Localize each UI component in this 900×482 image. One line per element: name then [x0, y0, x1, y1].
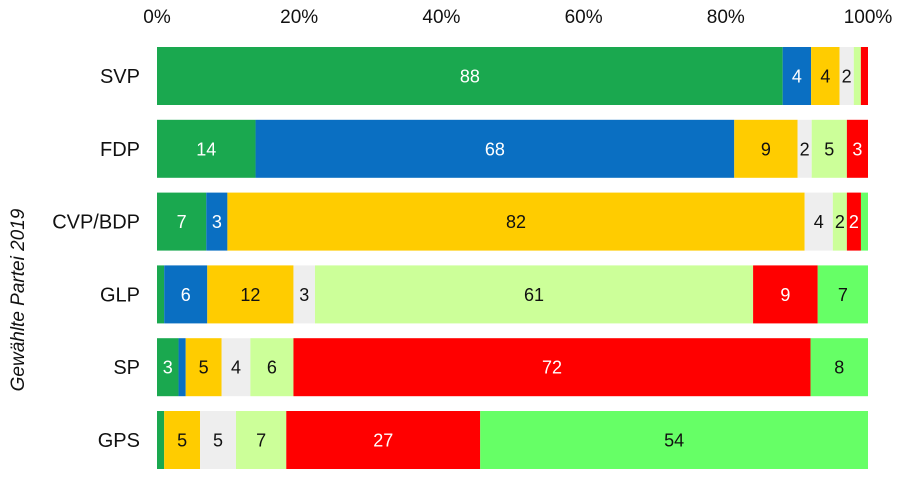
- bar-segment: [480, 411, 868, 469]
- bar-segment: [811, 119, 847, 178]
- bar-segment: [227, 192, 805, 251]
- bar-segment: [164, 265, 208, 324]
- bar-segment: [221, 338, 251, 397]
- bar-row: 5 5 7 27 54: [157, 411, 868, 469]
- bar-segment: [797, 119, 812, 178]
- bar-segment: [817, 265, 868, 324]
- bar-segment: [839, 47, 854, 105]
- bar-segment: [810, 338, 868, 397]
- category-label: FDP: [100, 139, 140, 161]
- bar-segment: [200, 411, 236, 469]
- x-tick-label: 100%: [844, 7, 893, 28]
- data-label: 5: [199, 358, 209, 378]
- bar-segment: [753, 265, 818, 324]
- data-label: 9: [761, 139, 771, 159]
- bar-segment: [157, 47, 783, 105]
- bar-row: 14 68 9 2 5 3: [157, 119, 868, 178]
- bar-segment: [846, 192, 861, 251]
- bar-segment: [846, 119, 868, 178]
- data-label: 3: [212, 212, 222, 232]
- data-label: 68: [485, 139, 505, 159]
- bar-segment: [811, 47, 840, 105]
- y-axis-label: Gewählte Partei 2019: [8, 208, 29, 391]
- data-label: 54: [664, 431, 684, 451]
- data-label: 5: [177, 431, 187, 451]
- bar-segment: [293, 265, 315, 324]
- data-label: 88: [460, 67, 480, 87]
- data-label: 7: [838, 285, 848, 305]
- data-label: 5: [824, 139, 834, 159]
- bar-segment: [860, 192, 868, 251]
- bar-segment: [206, 192, 228, 251]
- bar-row: 3 5 4 6 72 8: [157, 338, 868, 397]
- bar-segment: [853, 47, 861, 105]
- data-label: 6: [181, 285, 191, 305]
- bars: 88 4 4 214 68 9 2 5 37 3 82 4 2 26 12 3 61 9 73 5 4 6 72 85 5 7 27…: [157, 47, 868, 469]
- x-tick-label: 60%: [565, 7, 603, 28]
- bar-segment: [286, 411, 481, 469]
- data-label: 2: [842, 67, 852, 87]
- data-label: 6: [267, 358, 277, 378]
- data-label: 2: [849, 212, 859, 232]
- x-tick-label: 80%: [707, 7, 745, 28]
- data-label: 4: [820, 67, 830, 87]
- bar-segment: [185, 338, 222, 397]
- data-label: 9: [780, 285, 790, 305]
- bar-segment: [157, 119, 256, 178]
- category-labels: SVP FDP CVP/BDP GLP SP GPS: [52, 66, 140, 452]
- data-label: 82: [506, 212, 526, 232]
- bar-segment: [860, 47, 868, 105]
- data-label: 3: [299, 285, 309, 305]
- data-label: 8: [834, 358, 844, 378]
- bar-segment: [255, 119, 735, 178]
- data-label: 7: [177, 212, 187, 232]
- data-label: 3: [852, 139, 862, 159]
- bar-segment: [178, 338, 186, 397]
- bar-segment: [157, 411, 165, 469]
- bar-segment: [782, 47, 812, 105]
- data-label: 4: [814, 212, 824, 232]
- bar-row: 88 4 4 2: [157, 47, 868, 105]
- x-tick-label: 40%: [422, 7, 460, 28]
- data-label: 61: [524, 285, 544, 305]
- bar-segment: [250, 338, 294, 397]
- bar-segment: [207, 265, 294, 324]
- bar-segment: [315, 265, 754, 324]
- data-label: 27: [373, 431, 393, 451]
- bar-row: 6 12 3 61 9 7: [157, 265, 868, 324]
- category-label: SVP: [100, 66, 140, 88]
- x-tick-label: 20%: [280, 7, 318, 28]
- data-label: 7: [256, 431, 266, 451]
- data-label: 2: [800, 139, 810, 159]
- data-label: 4: [231, 358, 241, 378]
- category-label: GPS: [98, 430, 140, 452]
- data-label: 72: [542, 358, 562, 378]
- x-tick-label: 0%: [143, 7, 171, 28]
- bar-segment: [157, 338, 179, 397]
- bar-segment: [236, 411, 287, 469]
- category-label: SP: [113, 357, 140, 379]
- bar-segment: [832, 192, 847, 251]
- bar-segment: [734, 119, 798, 178]
- data-label: 5: [213, 431, 223, 451]
- bar-segment: [804, 192, 833, 251]
- x-tick-labels: 0% 20% 40% 60% 80% 100%: [143, 7, 892, 28]
- bar-row: 7 3 82 4 2 2: [157, 192, 868, 251]
- bar-segment: [157, 192, 207, 251]
- category-label: GLP: [100, 284, 140, 306]
- category-label: CVP/BDP: [52, 212, 140, 234]
- data-label: 4: [792, 67, 802, 87]
- bar-segment: [164, 411, 201, 469]
- data-label: 14: [196, 139, 216, 159]
- data-label: 2: [835, 212, 845, 232]
- data-label: 12: [240, 285, 260, 305]
- bar-segment: [293, 338, 811, 397]
- data-label: 3: [163, 358, 173, 378]
- bar-segment: [157, 265, 165, 324]
